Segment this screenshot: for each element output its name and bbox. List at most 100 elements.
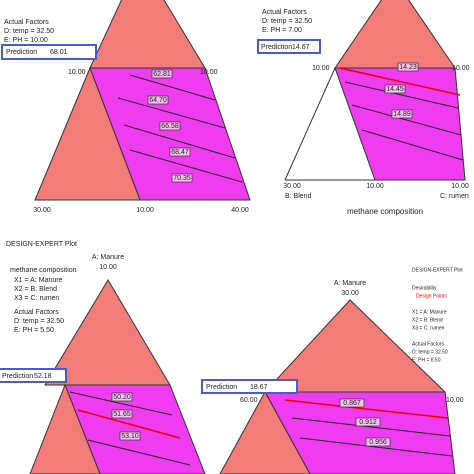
contour-label: 14.45	[386, 86, 404, 93]
design: X3 = C: rumen	[412, 325, 445, 331]
contour-label: 14.89	[393, 111, 411, 118]
vertex-name: A: Manure	[334, 280, 366, 287]
prediction-label: Prediction	[6, 49, 37, 56]
panel: 14.23 14.45 14.89 Actual Factors D: temp…	[257, 0, 470, 216]
label-box	[119, 431, 141, 441]
contour	[344, 81, 459, 109]
axis-label: 10.00	[366, 183, 384, 190]
prediction-box	[201, 379, 298, 394]
factors-heading: Actual Factors	[14, 309, 59, 316]
contour-label: 51.65	[113, 411, 131, 418]
label-box	[111, 409, 133, 419]
design: X1 = A: Manure	[14, 277, 63, 284]
axis-label: 10.00	[136, 207, 154, 214]
panel: 0.867 0.912 0.956 DESIGN-EXPERT Plot Des…	[201, 267, 464, 474]
prediction-box	[257, 39, 321, 54]
factor: E: PH = 10.00	[4, 37, 48, 44]
region	[89, 0, 206, 69]
contour-label: 53.10	[121, 433, 139, 440]
contour-label: 0.867	[343, 400, 361, 407]
vertex-label: 10.00	[99, 264, 117, 271]
design: X2 = B: Blend	[412, 317, 443, 323]
region	[334, 0, 456, 69]
panel: 50.20 51.65 53.10 DESIGN-EXPERT Plot met…	[0, 241, 206, 474]
prediction-label: Prediction	[206, 384, 237, 391]
label-box	[169, 147, 191, 157]
prediction-label: Prediction	[2, 373, 33, 380]
factor: E: PH = 7.00	[262, 27, 302, 34]
label-box	[171, 173, 193, 183]
contour	[123, 124, 236, 159]
label-box	[147, 95, 169, 105]
factor: E: PH = 5.50	[14, 327, 54, 334]
vertex-label: 10.00	[446, 397, 464, 404]
plot-label: DESIGN-EXPERT Plot	[412, 267, 463, 273]
factor: D: temp = 32.50	[14, 318, 64, 325]
contour-label: 70.35	[173, 175, 191, 182]
vertex-label: 60.00	[240, 397, 258, 404]
chart-title: methane composition	[347, 207, 423, 216]
label-box	[339, 398, 365, 408]
factor: E: PH = 8.50	[412, 357, 441, 363]
prediction-box	[0, 368, 67, 383]
prediction-label: Prediction	[261, 44, 292, 51]
factor: D: temp = 32.50	[262, 18, 312, 25]
vertex-label: 10.00	[68, 69, 86, 76]
contour-label: 66.58	[161, 123, 179, 130]
contour	[69, 391, 173, 416]
contour	[129, 74, 216, 101]
axis-name: B: Blend	[285, 193, 312, 200]
vertex-label: 10.00	[312, 65, 330, 72]
contour	[77, 409, 181, 439]
factors-heading: Actual Factors	[4, 19, 49, 26]
contour	[87, 439, 191, 466]
design: X3 = C: rumen	[14, 295, 59, 302]
axis-name: C: rumen	[440, 193, 469, 200]
prediction: 52.18	[34, 373, 52, 380]
contour-label: 14.23	[399, 64, 417, 71]
response: Desirability	[412, 285, 437, 291]
prediction: 18.67	[250, 384, 268, 391]
contour-label: 0.912	[359, 419, 377, 426]
label-box	[355, 417, 381, 427]
label-box	[397, 62, 419, 72]
label-box	[111, 392, 133, 402]
design: X2 = B: Blend	[14, 286, 57, 293]
contour	[351, 104, 462, 136]
vertex-label: 10.00	[452, 65, 470, 72]
factors-heading: Actual Factors	[412, 341, 444, 347]
label-box	[365, 437, 391, 447]
contour	[129, 149, 243, 183]
prediction-box	[1, 44, 97, 60]
label-box	[384, 84, 406, 94]
contour-label: 0.956	[369, 439, 387, 446]
contour-label: 64.70	[149, 97, 167, 104]
prediction: 14.67	[292, 44, 310, 51]
label-box	[391, 109, 413, 119]
panel: 62.81 64.70 66.58 68.47 70.35 Actual Fac…	[1, 0, 251, 214]
vertex-label: 10.00	[200, 69, 218, 76]
label-box	[151, 69, 173, 79]
vertex-label: 30.00	[341, 290, 359, 297]
axis-label: 40.00	[231, 207, 249, 214]
contour	[339, 67, 461, 96]
response: methane composition	[10, 267, 77, 274]
vertex-name: A: Manure	[92, 254, 124, 261]
factor: D: temp = 32.50	[412, 349, 448, 355]
legend-entry: Design Points	[416, 293, 447, 299]
region	[219, 390, 311, 474]
contour	[284, 399, 449, 419]
axis-label: 30.00	[33, 207, 51, 214]
contour	[117, 97, 226, 129]
plot-label: DESIGN-EXPERT Plot	[6, 241, 77, 248]
contour	[361, 129, 464, 161]
prediction: 68.01	[50, 49, 68, 56]
contour-label: 62.81	[153, 71, 171, 78]
axis-label: 30.00	[283, 183, 301, 190]
label-box	[159, 121, 181, 131]
edge	[284, 67, 336, 181]
region	[29, 383, 101, 474]
factor: D: temp = 32.50	[4, 28, 54, 35]
design: X1 = A: Manure	[412, 309, 447, 315]
